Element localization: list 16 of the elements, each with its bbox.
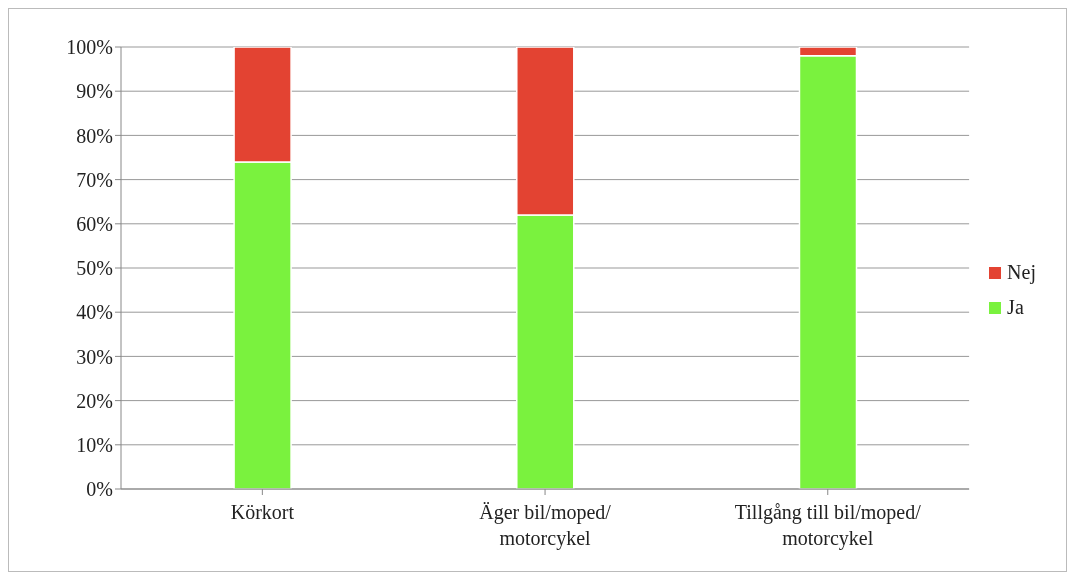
y-tick-label: 20% (76, 389, 113, 412)
y-tick-label: 30% (76, 345, 113, 368)
legend-label: Nej (1007, 261, 1036, 284)
y-tick-label: 50% (76, 257, 113, 280)
x-tick-label: Tillgång till bil/moped/motorcykel (734, 501, 922, 550)
y-tick-label: 40% (76, 301, 113, 324)
y-tick-label: 90% (76, 80, 113, 103)
y-tick-label: 100% (66, 36, 113, 59)
y-tick-label: 80% (76, 124, 113, 147)
x-tick-label: Äger bil/moped/motorcykel (479, 501, 612, 550)
y-tick-label: 60% (76, 212, 113, 235)
y-tick-label: 0% (86, 478, 113, 501)
x-tick-label: Körkort (230, 501, 295, 523)
legend-label: Ja (1007, 296, 1024, 319)
y-tick-label: 10% (76, 433, 113, 456)
y-tick-label: 70% (76, 168, 113, 191)
